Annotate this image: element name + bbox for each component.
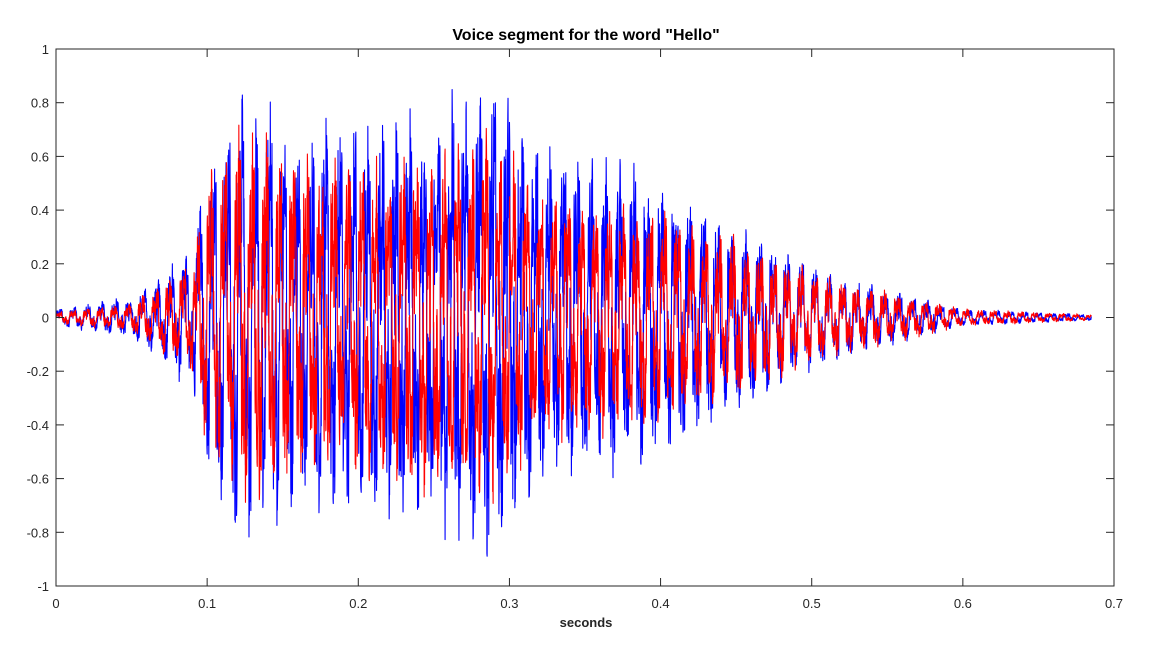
y-tick-label: 0 [42,311,49,326]
y-tick-label: 1 [42,42,49,57]
x-tick-label: 0.7 [1105,596,1123,611]
y-tick-label: -0.6 [27,472,49,487]
x-tick-label: 0 [52,596,59,611]
y-tick-label: 0.2 [31,257,49,272]
y-tick-label: 0.8 [31,96,49,111]
x-tick-label: 0.6 [954,596,972,611]
y-tick-label: -0.2 [27,364,49,379]
x-tick-label: 0.1 [198,596,216,611]
x-tick-label: 0.3 [500,596,518,611]
series-group [55,89,1092,557]
y-tick-label: -1 [37,579,49,594]
chart-title: Voice segment for the word "Hello" [452,27,719,44]
y-tick-label: -0.8 [27,525,49,540]
x-tick-label: 0.4 [652,596,670,611]
x-tick-label: 0.2 [349,596,367,611]
x-axis: 0 0.1 0.2 0.3 0.4 0.5 0.6 0.7 [52,49,1123,611]
y-tick-label: 0.4 [31,203,49,218]
series-line-2 [55,124,1092,504]
y-axis: -1 -0.8 -0.6 -0.4 -0.2 0 0.2 0.4 0.6 0.8 1 [27,42,1114,594]
x-tick-label: 0.5 [803,596,821,611]
y-tick-label: 0.6 [31,149,49,164]
y-tick-label: -0.4 [27,418,49,433]
x-axis-label: seconds [560,615,613,630]
